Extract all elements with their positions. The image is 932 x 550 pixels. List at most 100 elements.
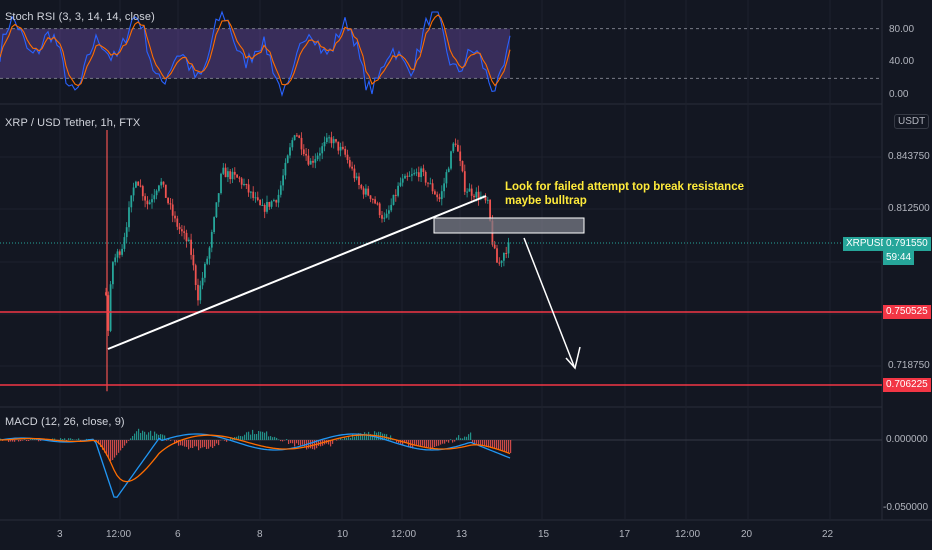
macd-hist-225 — [450, 439, 452, 440]
macd-hist-19 — [38, 440, 40, 442]
macd-hist-87 — [174, 440, 176, 444]
macd-hist-35 — [70, 438, 72, 440]
macd-hist-60 — [120, 440, 122, 451]
candle-body-120 — [381, 215, 383, 219]
macd-hist-108 — [216, 440, 218, 444]
candle-body-13 — [135, 181, 137, 188]
macd-title[interactable]: MACD (12, 26, close, 9) — [5, 416, 125, 428]
macd-hist-63 — [126, 440, 128, 444]
macd-hist-75 — [150, 430, 152, 440]
candle-body-50 — [220, 173, 222, 194]
macd-hist-102 — [204, 440, 206, 447]
candle-body-36 — [187, 239, 190, 242]
candle-body-37 — [190, 239, 192, 255]
macd-hist-242 — [484, 440, 486, 447]
macd-hist-99 — [198, 440, 200, 451]
macd-hist-166 — [332, 440, 334, 444]
candle-body-137 — [420, 168, 422, 178]
macd-hist-249 — [498, 440, 500, 450]
macd-hist-250 — [500, 440, 502, 451]
candle-body-46 — [210, 232, 213, 248]
candle-body-3 — [112, 262, 114, 285]
candle-body-0 — [105, 292, 107, 296]
candle-body-65 — [254, 197, 257, 199]
candle-body-128 — [399, 182, 402, 186]
candle-body-19 — [148, 202, 151, 205]
macd-hist-10 — [20, 440, 22, 442]
candle-body-5 — [116, 251, 119, 258]
macd-hist-118 — [236, 436, 238, 440]
support-level-upper-tag: 0.750525 — [883, 305, 931, 319]
macd-hist-128 — [256, 434, 258, 440]
candle-body-127 — [397, 185, 399, 196]
main-chart-title[interactable]: XRP / USD Tether, 1h, FTX — [5, 117, 141, 129]
macd-hist-132 — [264, 432, 266, 440]
candle-body-80 — [289, 147, 291, 156]
macd-hist-146 — [292, 440, 294, 444]
macd-hist-254 — [508, 440, 510, 453]
macd-hist-103 — [206, 440, 208, 449]
stoch-tick-0: 0.00 — [889, 89, 909, 100]
macd-hist-177 — [354, 436, 356, 440]
macd-hist-79 — [158, 434, 160, 440]
projection-arrow-shaft — [523, 237, 575, 367]
macd-hist-4 — [8, 440, 10, 442]
candle-body-12 — [132, 187, 135, 196]
macd-hist-139 — [278, 439, 280, 440]
macd-hist-247 — [494, 440, 496, 449]
macd-hist-107 — [214, 440, 216, 447]
macd-hist-39 — [78, 438, 80, 440]
macd-hist-85 — [170, 440, 172, 441]
candle-body-97 — [328, 137, 330, 139]
candle-body-78 — [284, 162, 287, 176]
candle-body-150 — [450, 151, 452, 169]
candle-body-23 — [158, 185, 160, 191]
macd-hist-130 — [260, 431, 262, 440]
candle-body-173 — [503, 253, 505, 261]
stoch-rsi-title[interactable]: Stoch RSI (3, 3, 14, 14, close) — [5, 11, 155, 23]
candle-body-90 — [312, 160, 314, 163]
candle-body-157 — [466, 191, 468, 193]
macd-hist-138 — [276, 437, 278, 440]
macd-hist-123 — [246, 432, 248, 440]
macd-hist-90 — [180, 440, 182, 446]
macd-hist-150 — [300, 440, 302, 446]
macd-hist-113 — [226, 440, 228, 442]
candle-body-35 — [185, 232, 188, 242]
candle-body-68 — [261, 205, 264, 206]
candle-body-91 — [314, 159, 317, 163]
currency-button[interactable]: USDT — [894, 114, 930, 129]
candle-body-144 — [436, 194, 439, 198]
annotation-text-line2[interactable]: maybe bulltrap — [505, 195, 587, 207]
candle-body-11 — [130, 195, 133, 208]
candle-body-165 — [484, 196, 487, 201]
candle-body-7 — [121, 248, 123, 255]
candle-body-40 — [197, 284, 199, 301]
candle-body-45 — [208, 247, 211, 259]
macd-hist-252 — [504, 440, 506, 452]
candle-body-24 — [160, 181, 163, 186]
macd-hist-135 — [270, 436, 272, 440]
macd-hist-235 — [470, 432, 472, 440]
candle-body-4 — [114, 257, 117, 263]
candle-body-85 — [300, 137, 303, 150]
macd-hist-92 — [184, 440, 186, 447]
macd-hist-253 — [506, 440, 508, 452]
candle-body-82 — [293, 135, 296, 141]
candle-body-129 — [401, 178, 404, 183]
candle-body-84 — [298, 135, 301, 138]
macd-hist-245 — [490, 440, 492, 448]
macd-hist-5 — [10, 440, 12, 442]
macd-hist-210 — [420, 440, 422, 447]
macd-hist-137 — [274, 436, 276, 440]
macd-hist-7 — [14, 440, 16, 442]
candle-body-94 — [321, 146, 324, 154]
macd-hist-16 — [32, 439, 34, 440]
candle-body-133 — [411, 174, 413, 176]
candle-body-20 — [151, 199, 153, 203]
macd-hist-143 — [286, 439, 288, 440]
annotation-text-line1[interactable]: Look for failed attempt top break resist… — [505, 181, 745, 193]
macd-hist-195 — [390, 435, 392, 440]
candle-body-113 — [365, 188, 367, 195]
